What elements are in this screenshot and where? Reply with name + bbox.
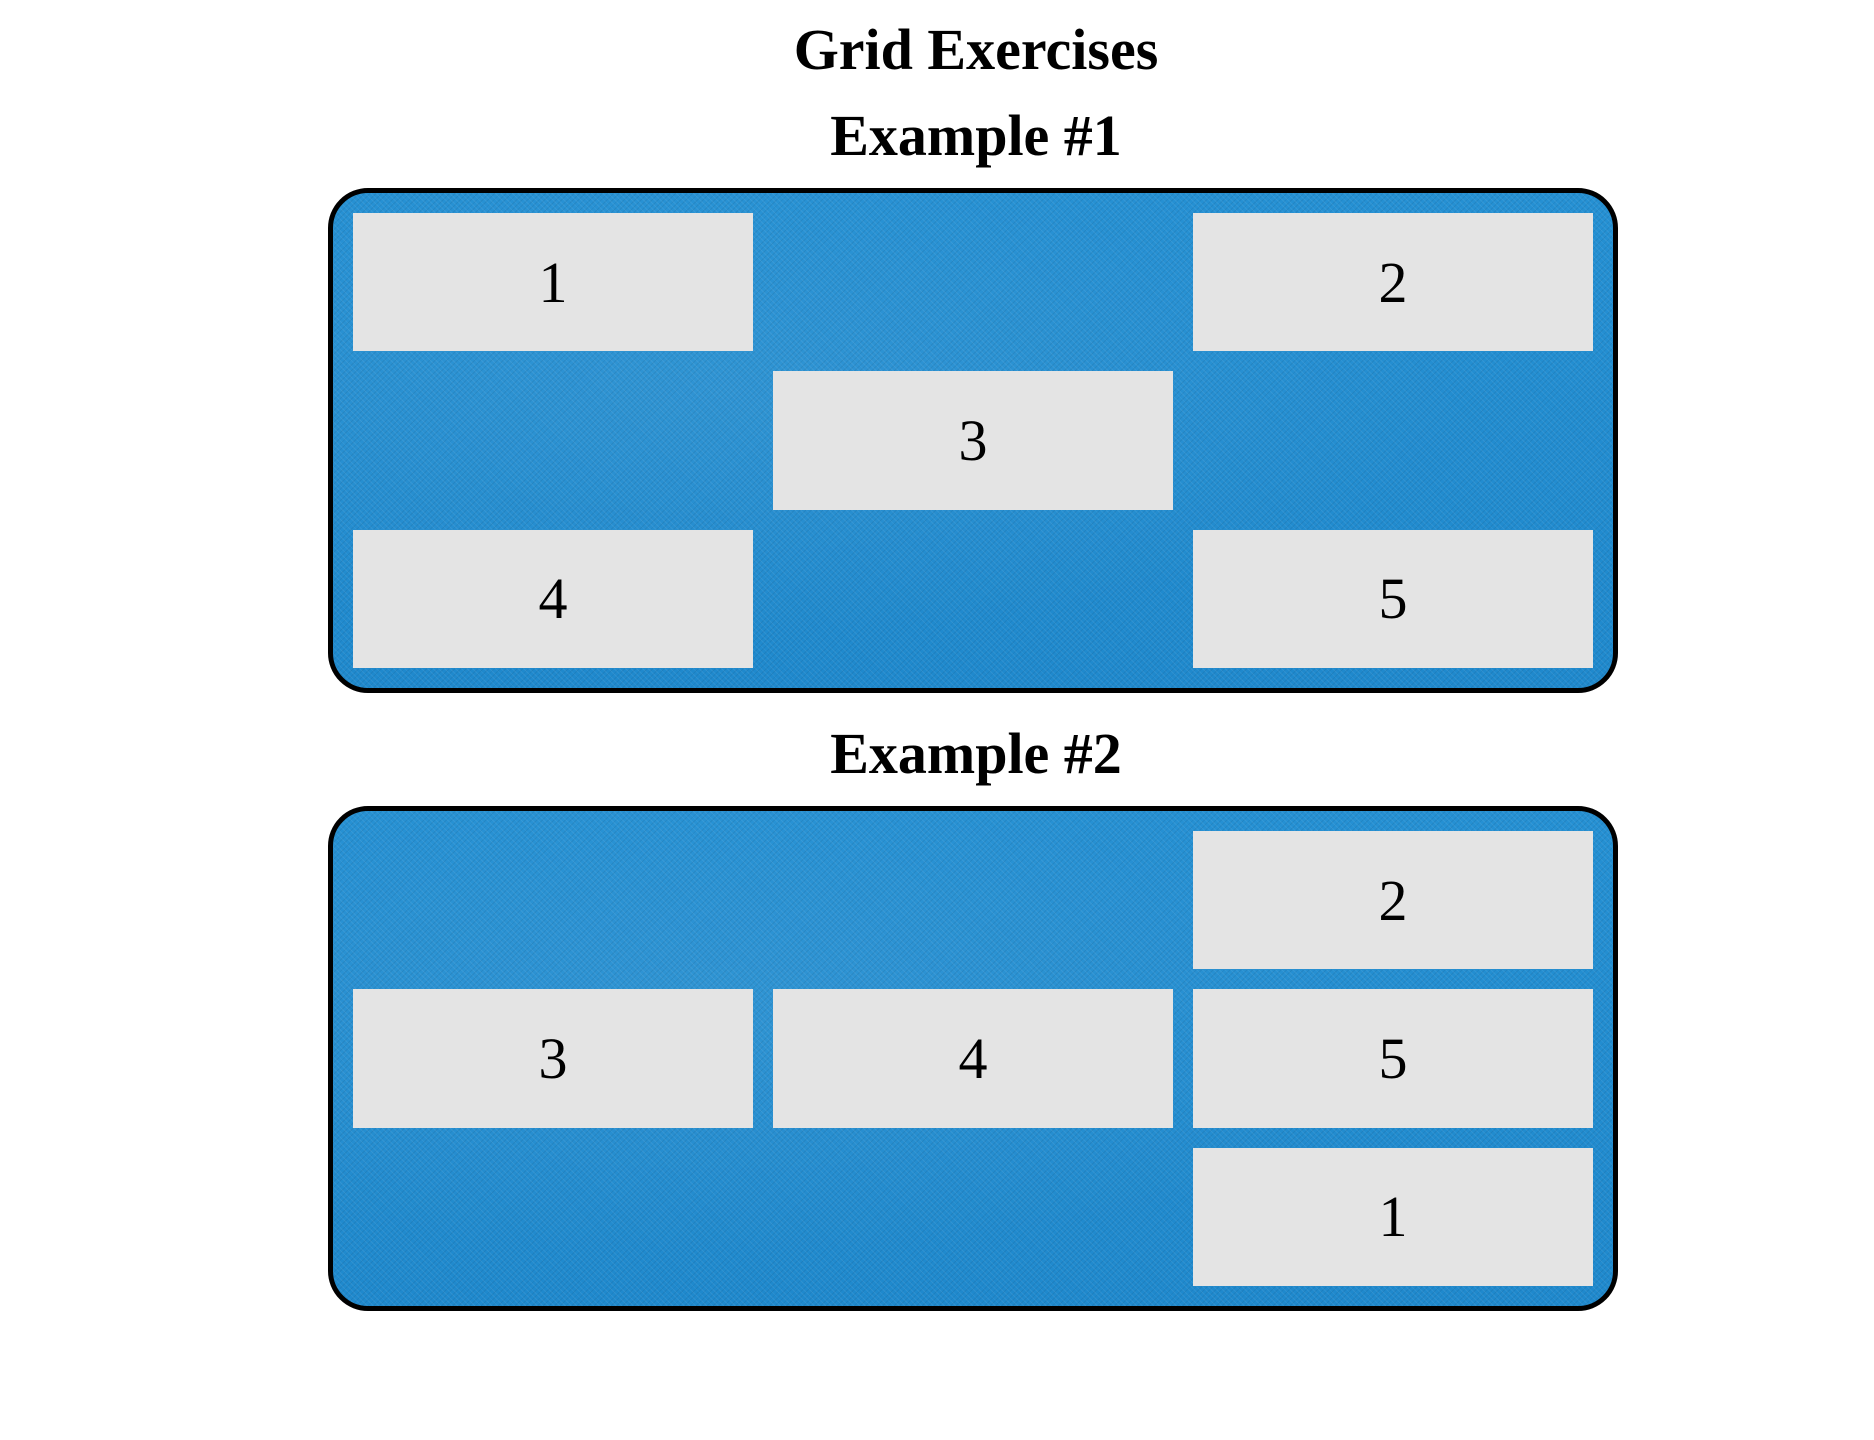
grid-cell: 2 — [1193, 831, 1593, 970]
page-title: Grid Exercises — [793, 17, 1159, 82]
example-2-grid: 2 3 4 5 1 — [328, 806, 1618, 1311]
grid-cell: 3 — [773, 371, 1173, 510]
grid-cell: 4 — [353, 529, 753, 668]
example-2-title: Example #2 — [830, 721, 1122, 786]
grid-cell: 1 — [1193, 1147, 1593, 1286]
example-1-grid: 1 2 3 4 5 — [328, 188, 1618, 693]
grid-cell: 1 — [353, 213, 753, 352]
example-1-title: Example #1 — [830, 103, 1122, 168]
grid-cell: 5 — [1193, 529, 1593, 668]
grid-cell: 3 — [353, 989, 753, 1128]
grid-cell: 2 — [1193, 213, 1593, 352]
grid-cell: 5 — [1193, 989, 1593, 1128]
grid-cell: 4 — [773, 989, 1173, 1128]
